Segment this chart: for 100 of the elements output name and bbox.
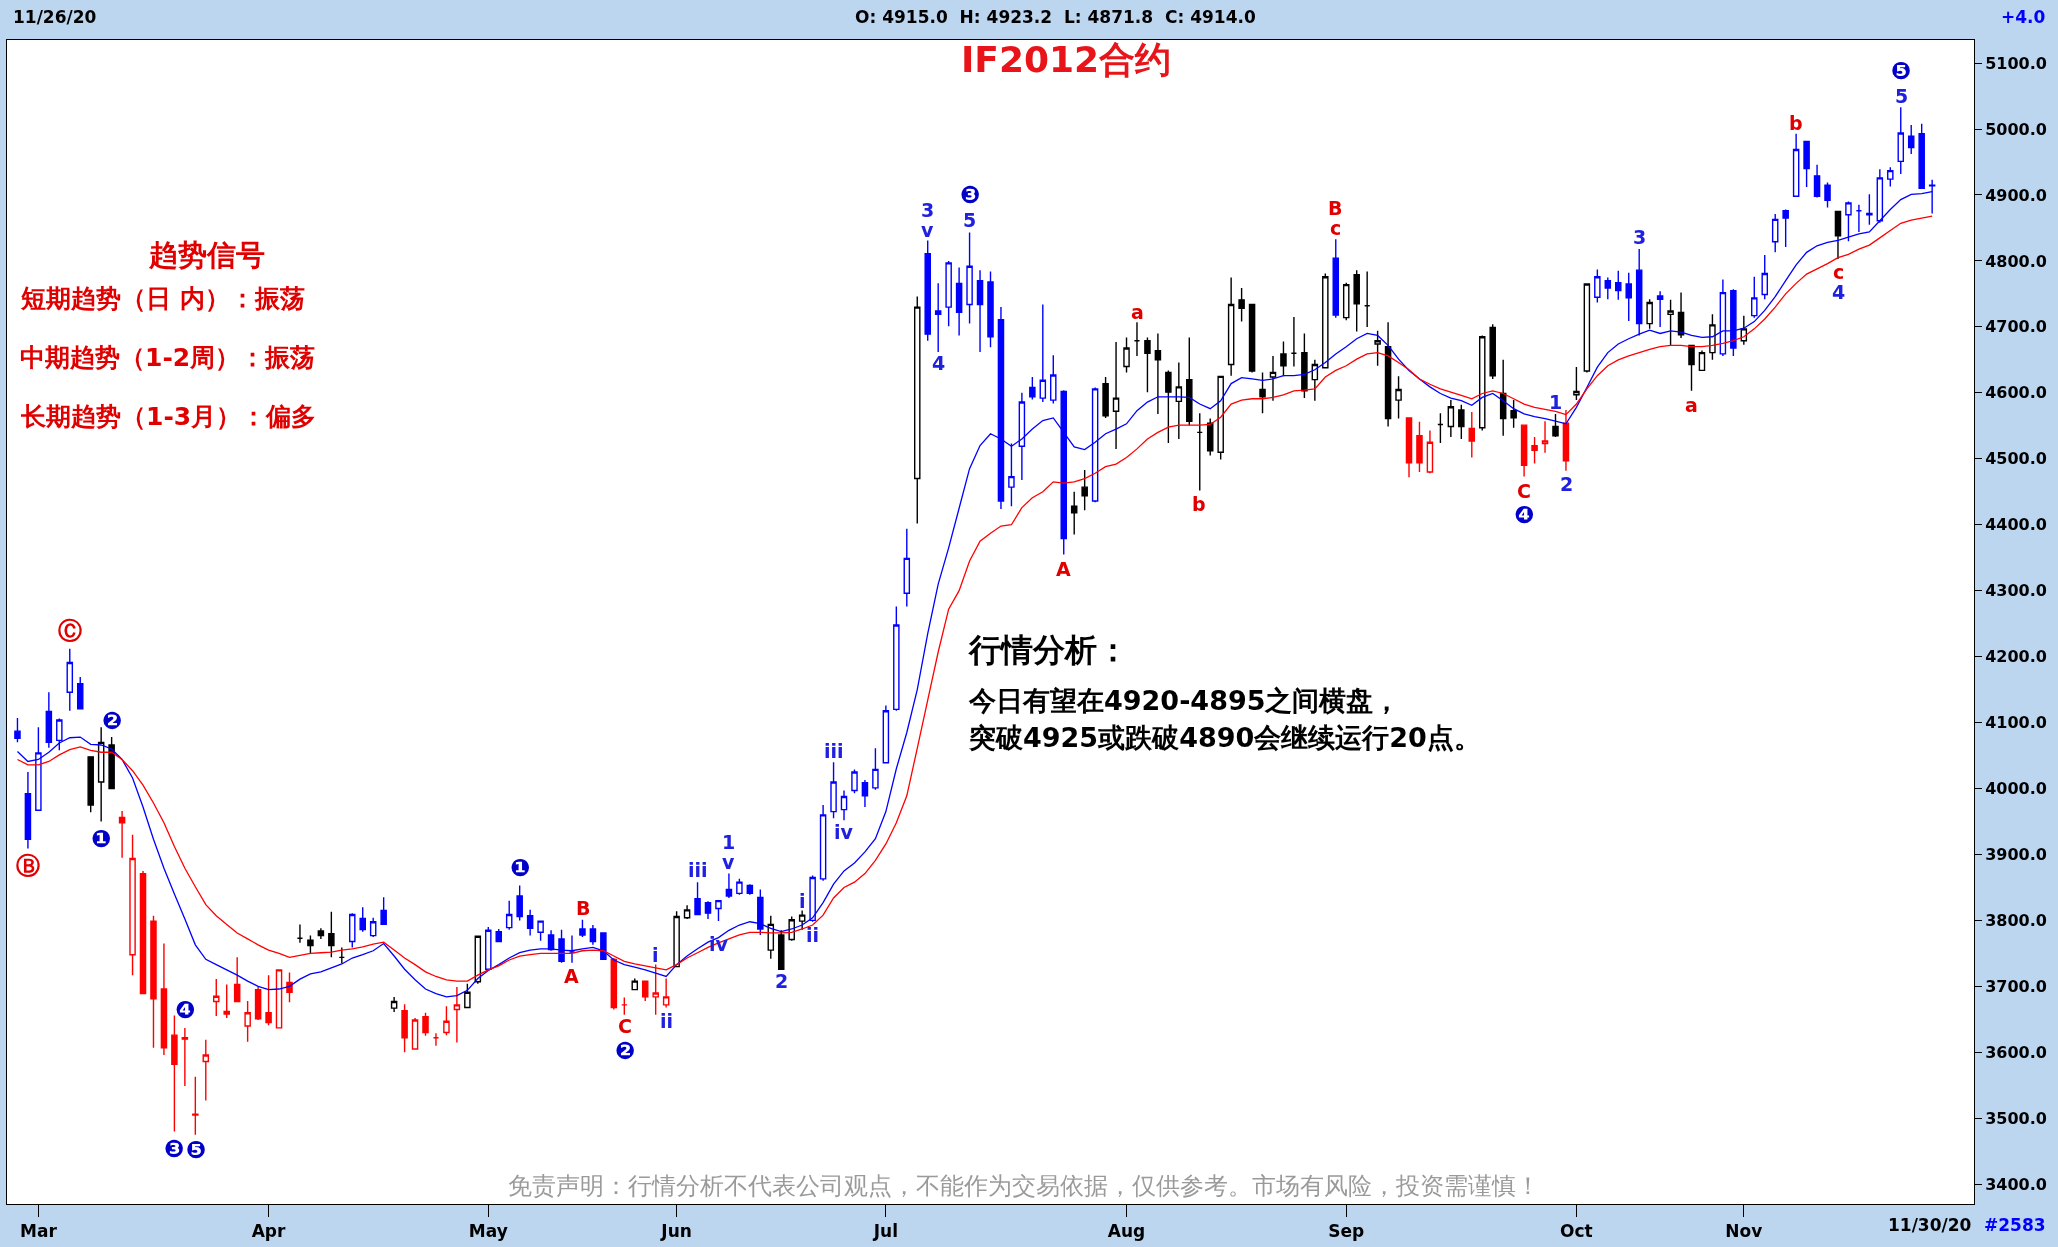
candlestick (1269, 355, 1277, 402)
y-tick-label: 4800.0 (1985, 251, 2047, 271)
candlestick (516, 884, 523, 922)
candlestick (641, 979, 649, 1002)
candlestick (171, 1014, 178, 1133)
candlestick (1468, 411, 1476, 459)
candlestick (798, 909, 806, 931)
candlestick (307, 934, 314, 955)
candlestick (296, 923, 304, 944)
candlestick (840, 789, 848, 821)
annotation: B (576, 897, 591, 919)
candlestick (537, 919, 544, 942)
candlestick (1478, 334, 1486, 432)
candlestick (87, 755, 94, 813)
candlestick (1008, 442, 1015, 507)
annotation: 中期趋势（1-2周）：振荡 (20, 343, 316, 372)
candlestick (265, 974, 272, 1026)
annotation: ❸ (164, 1135, 185, 1163)
candlestick (14, 717, 21, 744)
x-tick-label: Jun (660, 1221, 692, 1242)
candlestick (432, 1032, 440, 1047)
candlestick (1730, 288, 1737, 357)
annotation: A (1056, 558, 1071, 580)
x-tick-label: Apr (251, 1221, 287, 1242)
candlestick (485, 926, 492, 971)
candlestick (1029, 376, 1036, 401)
candlestick (662, 977, 670, 1009)
candlestick (464, 983, 471, 1009)
annotation: iv (834, 821, 854, 843)
candlestick (934, 282, 942, 353)
candlestick (1866, 193, 1873, 226)
annotation: i (652, 944, 659, 966)
y-tick-label: 4500.0 (1985, 449, 2047, 469)
candlestick (1363, 270, 1371, 328)
annotation: ❶ (91, 825, 112, 853)
annotation: 3 (1633, 226, 1647, 248)
candlestick (955, 266, 963, 337)
y-tick-label: 4900.0 (1985, 185, 2047, 205)
candlestick (704, 900, 712, 920)
candlestick (1259, 371, 1266, 414)
candlestick (233, 956, 241, 1003)
candlestick (1102, 376, 1109, 419)
annotation: ❷ (102, 707, 123, 735)
candlestick (1771, 213, 1779, 254)
candlestick (1165, 369, 1172, 444)
candlestick (1227, 276, 1235, 377)
x-tick-label: Jul (872, 1221, 898, 1242)
candlestick (1552, 413, 1559, 438)
candlestick (1374, 330, 1381, 367)
y-tick-label: 4200.0 (1985, 647, 2047, 667)
annotation: 3 (921, 199, 935, 221)
candlestick (35, 726, 42, 811)
candlestick (108, 736, 115, 790)
annotation: v (921, 219, 934, 241)
candlestick (1290, 316, 1298, 368)
candlestick (97, 726, 105, 823)
annotation: C (1517, 480, 1531, 502)
candlestick (1248, 303, 1256, 374)
annotation: a (1131, 301, 1144, 323)
candlestick (1196, 412, 1204, 492)
candlestick (1594, 268, 1601, 304)
text: 11/30/20 (1888, 1215, 1972, 1235)
candlestick (1688, 343, 1695, 392)
annotation: 行情分析： (968, 631, 1129, 669)
candlestick (914, 295, 921, 525)
candlestick (380, 896, 387, 926)
candlestick (1573, 366, 1580, 401)
candlestick (24, 771, 32, 850)
annotation: A (564, 965, 579, 987)
annotation: a (1685, 394, 1698, 416)
candlestick (286, 971, 293, 1003)
annotation: v (722, 851, 735, 873)
candlestick (851, 768, 858, 794)
candlestick (1834, 210, 1842, 260)
candlestick (1897, 106, 1905, 175)
candlestick (631, 977, 639, 992)
annotation: Ⓑ (16, 852, 40, 880)
candlestick (1698, 349, 1706, 372)
y-tick-label: 4000.0 (1985, 779, 2047, 799)
annotation: 趋势信号 (148, 238, 265, 272)
candlestick (1855, 204, 1863, 233)
candlestick (1081, 469, 1088, 511)
candlestick (1845, 200, 1852, 242)
annotation: 免责声明：行情分析不代表公司观点，不能作为交易依据，仅供参考。市场有风险，投资需谨慎！ (508, 1172, 1540, 1200)
annotation: 1 (722, 831, 736, 853)
y-tick-label: 3400.0 (1985, 1174, 2047, 1194)
candlestick (1458, 404, 1465, 440)
candlestick (181, 1027, 189, 1087)
candlestick (945, 260, 952, 327)
candlestick (1154, 332, 1162, 415)
candlestick (76, 676, 84, 710)
candlestick (338, 946, 346, 964)
candlestick (621, 996, 628, 1016)
annotation: iii (688, 859, 708, 881)
annotation: ❷ (615, 1037, 636, 1065)
candlestick (924, 239, 931, 342)
text: #2583 (1984, 1215, 2046, 1235)
candlestick (1426, 429, 1434, 474)
annotation: 短期趋势（日 内）：振荡 (20, 284, 305, 313)
x-tick-label: Sep (1328, 1221, 1365, 1242)
